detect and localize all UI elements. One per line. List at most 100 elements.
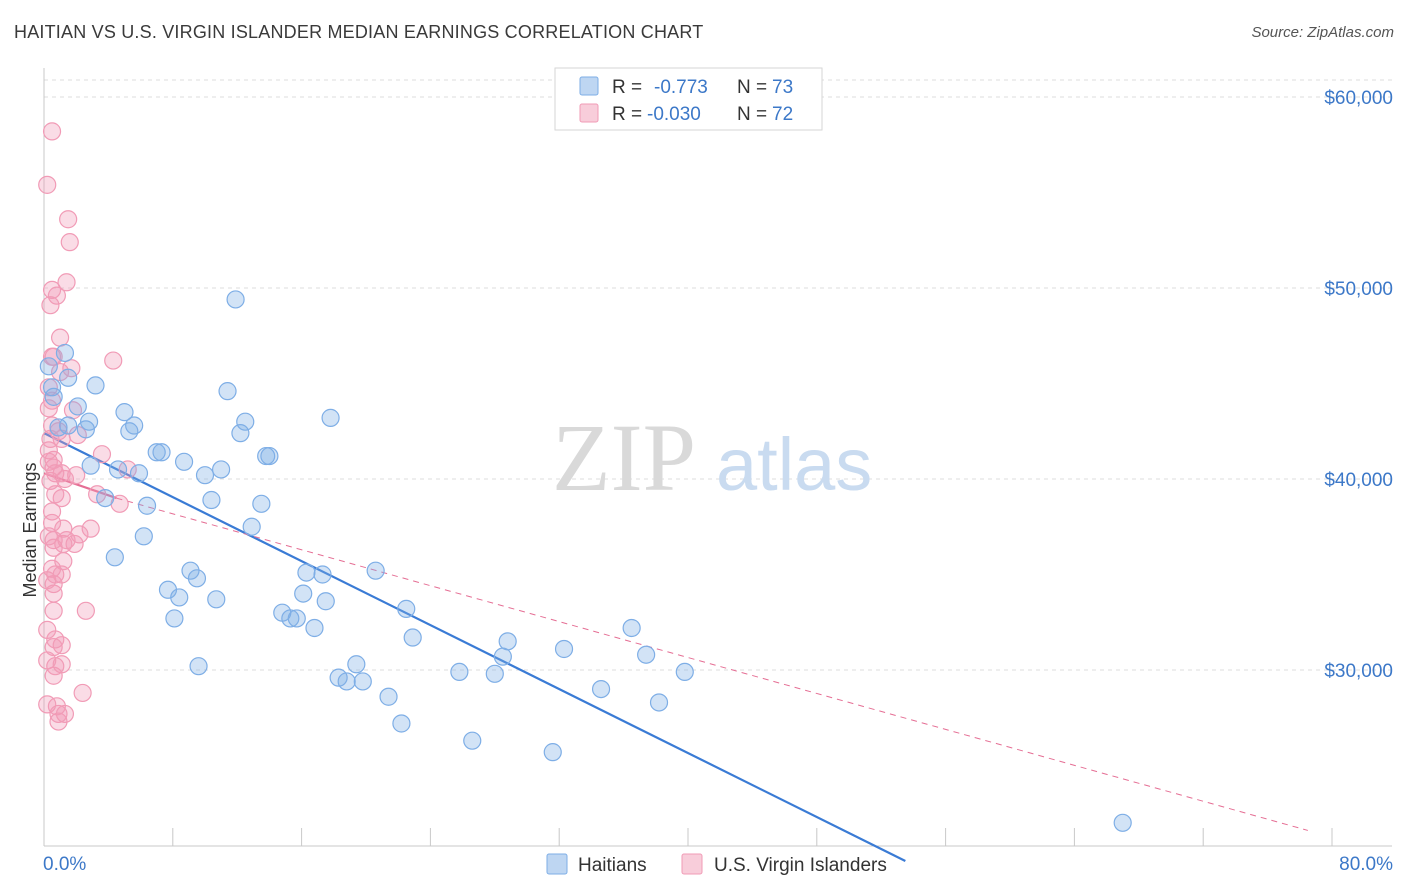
point-virgin-islanders <box>41 296 60 315</box>
point-haitians <box>55 343 75 363</box>
point-virgin-islanders <box>81 519 100 538</box>
point-haitians <box>147 443 166 462</box>
source-label: Source: ZipAtlas.com <box>1251 24 1394 41</box>
legend-swatch-haitians <box>579 76 599 96</box>
point-haitians <box>218 382 237 401</box>
point-virgin-islanders <box>50 328 70 347</box>
point-virgin-islanders <box>76 601 95 620</box>
point-haitians <box>543 743 562 762</box>
watermark-zip: ZIP <box>552 404 696 511</box>
point-haitians <box>236 412 255 431</box>
point-haitians <box>189 657 208 676</box>
point-haitians <box>226 290 245 309</box>
point-haitians <box>637 645 656 664</box>
point-haitians <box>129 464 149 483</box>
point-virgin-islanders <box>52 464 71 483</box>
legend-n-value-haitians: 73 <box>772 77 793 98</box>
point-haitians <box>297 563 316 582</box>
point-haitians <box>379 687 398 706</box>
point-virgin-islanders <box>38 620 57 639</box>
y-tick-label: $40,000 <box>1324 470 1393 491</box>
chart-title: HAITIAN VS U.S. VIRGIN ISLANDER MEDIAN E… <box>14 22 704 42</box>
point-haitians <box>252 494 271 513</box>
tick-labels: $30,000 $40,000 $50,000 $60,000 0.0% 80.0% <box>43 88 1393 875</box>
point-virgin-islanders <box>39 527 58 546</box>
point-haitians <box>353 672 372 691</box>
point-virgin-islanders <box>42 280 62 300</box>
point-virgin-islanders <box>39 452 58 471</box>
point-haitians <box>392 714 411 733</box>
legend-r-label: R = <box>612 77 642 98</box>
point-virgin-islanders <box>55 704 75 724</box>
point-haitians <box>366 561 385 580</box>
point-haitians <box>403 628 422 647</box>
point-virgin-islanders <box>47 286 66 305</box>
point-virgin-islanders <box>38 651 57 670</box>
watermark: ZIP atlas <box>552 404 872 511</box>
point-haitians <box>397 599 416 618</box>
point-virgin-islanders <box>52 655 71 674</box>
point-haitians <box>115 403 134 422</box>
point-haitians <box>287 609 306 628</box>
legend-bottom-swatch-virgin-islanders <box>681 853 703 875</box>
trend-line-virgin-islanders-dashed <box>116 497 1308 831</box>
point-haitians <box>134 527 153 546</box>
point-haitians <box>165 609 184 628</box>
point-haitians <box>622 618 641 638</box>
legend-n-label: N = <box>737 77 767 98</box>
series-virgin-islanders <box>38 122 137 731</box>
point-haitians <box>347 655 366 674</box>
point-virgin-islanders <box>52 636 71 655</box>
point-haitians <box>125 416 144 435</box>
point-virgin-islanders <box>70 525 89 544</box>
point-virgin-islanders <box>92 445 112 464</box>
point-haitians <box>137 496 157 515</box>
point-haitians <box>316 592 335 611</box>
legend-top: R = -0.773 N = 73 R = -0.030 N = 72 <box>554 67 823 131</box>
legend-top-box <box>554 67 823 131</box>
point-virgin-islanders <box>46 464 65 483</box>
point-haitians <box>498 632 517 651</box>
point-virgin-islanders <box>104 351 123 370</box>
point-haitians <box>242 517 261 536</box>
point-haitians <box>68 397 87 416</box>
point-haitians <box>49 418 68 437</box>
y-tick-label: $60,000 <box>1324 88 1393 109</box>
legend-swatch-virgin-islanders <box>579 103 599 123</box>
point-haitians <box>231 424 250 443</box>
point-virgin-islanders <box>55 469 75 489</box>
point-haitians <box>591 679 611 699</box>
point-virgin-islanders <box>59 210 78 229</box>
legend-r-value-virgin-islanders: -0.030 <box>647 104 701 125</box>
trend-line-haitians <box>43 432 906 862</box>
point-haitians <box>108 460 128 479</box>
point-haitians <box>79 412 99 431</box>
point-haitians <box>181 561 200 580</box>
legend-n-value-virgin-islanders: 72 <box>772 104 793 125</box>
point-haitians <box>321 408 340 427</box>
point-virgin-islanders <box>118 460 137 479</box>
point-haitians <box>81 456 100 475</box>
point-virgin-islanders <box>38 695 57 714</box>
point-virgin-islanders <box>38 571 57 590</box>
point-haitians <box>485 664 504 683</box>
point-virgin-islanders <box>52 489 71 508</box>
series-haitians <box>39 290 1132 832</box>
point-haitians <box>174 452 194 471</box>
point-haitians <box>59 368 78 387</box>
x-tick-label-start: 0.0% <box>43 854 86 875</box>
point-haitians <box>554 639 574 659</box>
y-tick-label: $30,000 <box>1324 661 1393 682</box>
legend-r-label: R = <box>612 104 642 125</box>
point-virgin-islanders <box>49 712 68 731</box>
point-virgin-islanders <box>44 601 63 620</box>
point-haitians <box>105 548 124 567</box>
point-haitians <box>120 422 139 441</box>
point-virgin-islanders <box>49 422 68 441</box>
point-virgin-islanders <box>73 683 92 703</box>
point-haitians <box>44 387 63 406</box>
point-haitians <box>187 569 207 588</box>
point-haitians <box>281 609 300 628</box>
legend-bottom: Haitians U.S. Virgin Islanders <box>546 853 887 876</box>
legend-bottom-virgin-islanders: U.S. Virgin Islanders <box>714 855 887 876</box>
